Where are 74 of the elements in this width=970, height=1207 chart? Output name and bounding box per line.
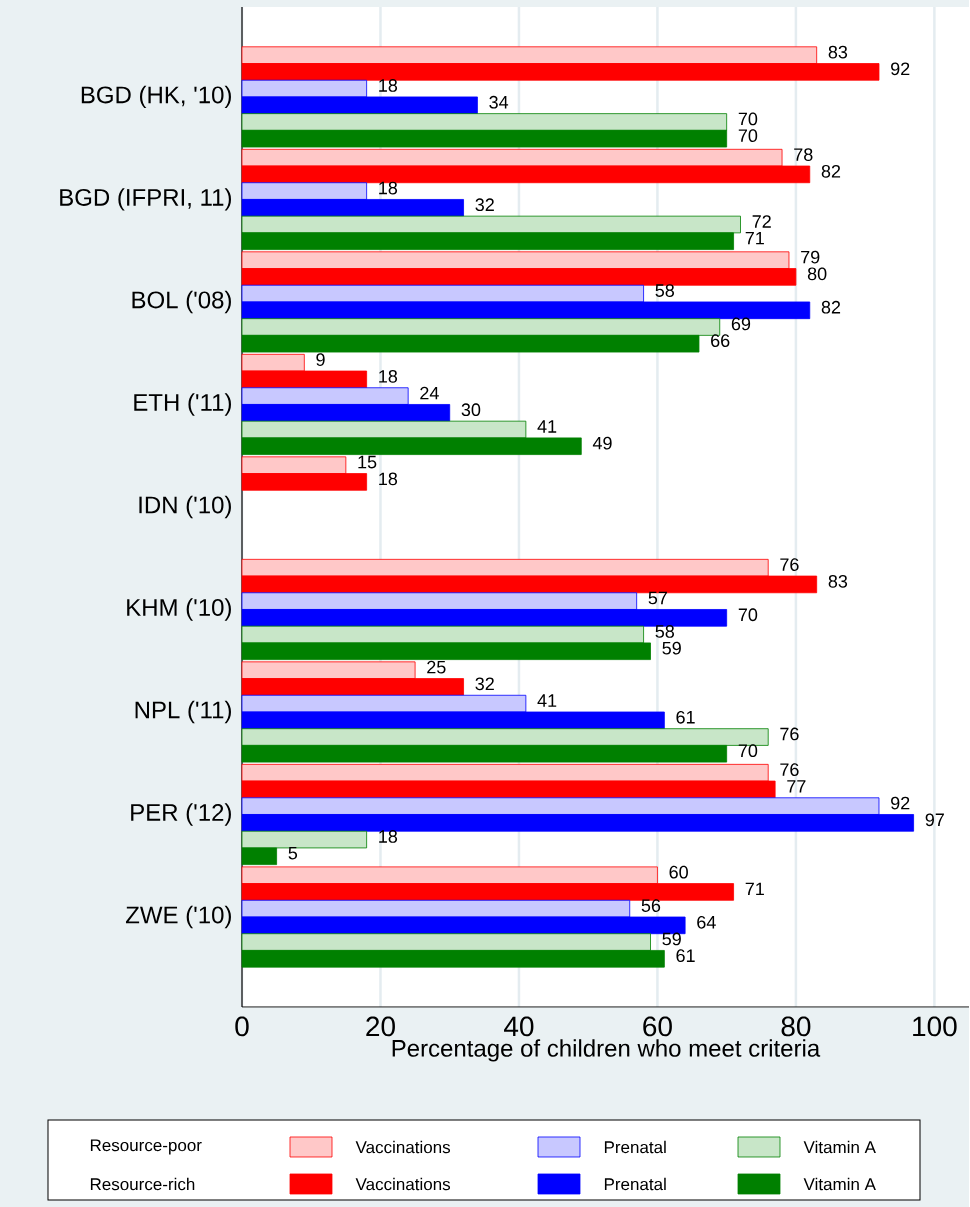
data-label: 70 [739, 129, 758, 142]
text: Resource-rich [91, 1177, 195, 1191]
data-label: 82 [821, 300, 841, 314]
data-label: 69 [732, 317, 751, 331]
data-label: 71 [745, 231, 765, 245]
data-label: 92 [891, 796, 910, 810]
text: Resource-poor [91, 1139, 202, 1155]
legend-label: Vaccinations [355, 1140, 451, 1154]
legend-label: Prenatal [605, 1177, 666, 1191]
data-label: 58 [655, 625, 675, 638]
data-label: 59 [662, 641, 682, 655]
data-label: 70 [739, 744, 758, 758]
legend-label: Vitamin A [803, 1140, 877, 1154]
x-tick-label: 100 [913, 1016, 957, 1037]
data-label: 97 [925, 813, 945, 827]
data-label: 5 [288, 846, 298, 860]
data-label: 83 [828, 45, 848, 59]
x-tick-label: 60 [643, 1016, 673, 1037]
data-label: 79 [801, 250, 820, 264]
data-label: 34 [489, 95, 509, 109]
data-label: 41 [537, 420, 557, 433]
x-tick-label: 20 [366, 1016, 396, 1037]
data-label: 18 [379, 472, 398, 486]
legend-label: Vitamin A [803, 1177, 877, 1191]
data-label: 32 [475, 198, 495, 212]
data-label: 25 [427, 660, 446, 674]
data-label: 58 [655, 284, 675, 297]
data-label: 64 [697, 915, 717, 929]
data-label: 56 [641, 899, 661, 912]
data-label: 32 [475, 677, 495, 691]
data-label: 83 [828, 574, 848, 588]
y-tick-label: BOL ('08) [132, 290, 232, 314]
legend-label: Vaccinations [355, 1177, 451, 1191]
legend-label: Prenatal [605, 1140, 666, 1154]
data-label: 76 [780, 558, 799, 571]
y-tick-label: IDN ('10) [139, 495, 232, 519]
y-tick-label: KHM ('10) [127, 598, 232, 621]
data-label: 76 [780, 763, 799, 777]
data-label: 49 [593, 436, 612, 450]
data-label: 72 [752, 215, 772, 228]
data-label: 18 [379, 830, 398, 843]
x-tick-label: 0 [235, 1016, 249, 1037]
data-label: 30 [461, 403, 481, 417]
data-label: 59 [662, 932, 682, 946]
data-label: 71 [745, 882, 765, 896]
data-label: 60 [669, 865, 689, 879]
y-tick-label: ETH ('11) [134, 393, 232, 416]
data-label: 61 [676, 710, 695, 724]
y-tick-label: ZWE ('10) [126, 905, 232, 929]
data-label: 82 [821, 164, 841, 178]
data-label: 78 [794, 148, 813, 161]
data-label: 77 [787, 780, 806, 793]
x-tick-label: 80 [781, 1016, 811, 1037]
data-label: 80 [808, 267, 827, 281]
x-axis-title: Percentage of children who meet criteria [392, 1039, 821, 1062]
data-label: 18 [379, 79, 398, 92]
data-label: 18 [379, 369, 398, 383]
data-label: 18 [379, 181, 398, 195]
y-tick-label: NPL ('11) [135, 700, 232, 724]
x-tick-label: 40 [504, 1016, 534, 1037]
data-label: 66 [711, 334, 730, 348]
data-label: 61 [676, 949, 695, 963]
data-label: 24 [420, 386, 440, 400]
y-tick-label: PER ('12) [131, 803, 232, 826]
data-label: 57 [648, 591, 668, 605]
data-label: 15 [358, 455, 377, 469]
data-label: 70 [739, 608, 758, 622]
data-label: 41 [537, 694, 557, 707]
data-label: 92 [891, 62, 910, 76]
y-tick-label: BGD (IFPRI, 11) [60, 188, 232, 211]
data-label: 9 [316, 353, 325, 366]
data-label: 70 [739, 112, 758, 126]
data-label: 76 [780, 727, 799, 741]
y-tick-label: BGD (HK, '10) [82, 85, 232, 109]
